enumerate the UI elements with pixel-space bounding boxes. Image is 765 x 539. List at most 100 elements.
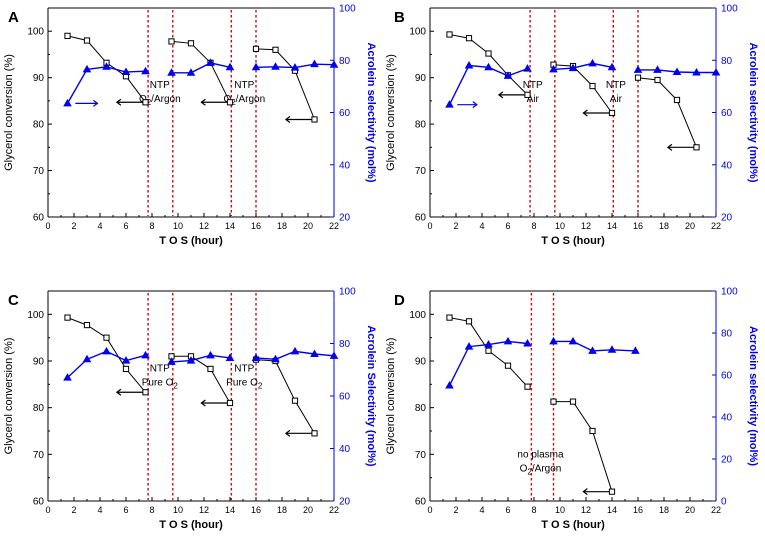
y-right-tick-label: 0 xyxy=(721,497,727,508)
y-tick-label: 70 xyxy=(415,450,427,461)
annotation-line1: NTP xyxy=(234,364,254,375)
data-point xyxy=(634,74,642,81)
y-tick-label: 60 xyxy=(415,213,427,224)
data-point xyxy=(465,318,473,325)
x-tick-label: 20 xyxy=(303,221,313,231)
y-tick-label: 60 xyxy=(415,497,427,508)
axis-pointer-arrowhead xyxy=(200,98,206,106)
series-line xyxy=(553,62,613,71)
x-axis-label: T O S (hour) xyxy=(159,235,223,247)
y-tick-label: 70 xyxy=(415,166,427,177)
data-point xyxy=(226,99,234,106)
x-tick-label: 22 xyxy=(329,505,339,515)
data-point xyxy=(589,82,596,90)
x-tick-label: 0 xyxy=(427,221,432,231)
data-point xyxy=(485,50,492,57)
axis-pointer-arrowhead xyxy=(115,388,122,396)
data-point xyxy=(503,71,513,79)
subscript-2: 2 xyxy=(147,98,152,107)
label-part: Pure xyxy=(142,378,166,389)
data-point xyxy=(464,342,474,350)
x-tick-label: 16 xyxy=(251,221,261,231)
x-tick-label: 8 xyxy=(149,505,154,515)
x-tick-label: 20 xyxy=(685,221,695,231)
y-tick-label: 80 xyxy=(33,120,45,131)
data-point xyxy=(82,354,92,363)
x-tick-label: 12 xyxy=(199,221,209,231)
y-right-axis-label: Acrolein selectivity (mol%) xyxy=(747,43,759,183)
oxygen-label: O xyxy=(250,378,258,389)
y-right-axis-label: Acrolein selectivity (mol%) xyxy=(365,43,377,183)
data-point xyxy=(64,314,71,321)
axis-pointer-arrowhead xyxy=(284,115,291,123)
data-point xyxy=(102,62,111,70)
y-right-tick-label: 20 xyxy=(339,213,351,224)
series-line xyxy=(553,401,613,492)
x-tick-label: 8 xyxy=(531,505,536,515)
data-point xyxy=(63,98,72,107)
panel-letter: C xyxy=(8,292,19,309)
data-point xyxy=(446,31,453,38)
subscript-2: 2 xyxy=(173,382,178,391)
series-line xyxy=(171,354,231,363)
data-point xyxy=(82,64,92,73)
data-point xyxy=(673,96,681,104)
axis-pointer-arrowhead xyxy=(93,99,99,107)
data-point xyxy=(206,350,215,359)
axis-pointer-arrowhead xyxy=(582,109,588,117)
series-glycerol-conversion xyxy=(446,314,616,495)
x-tick-label: 14 xyxy=(225,505,235,515)
y-axis-label: Glycerol conversion (%) xyxy=(385,338,397,455)
annotation-line1: NTP xyxy=(234,80,254,91)
data-point xyxy=(310,59,319,68)
data-point xyxy=(550,398,557,405)
series-line xyxy=(553,64,613,114)
axis-pointer-arrowhead xyxy=(472,101,478,109)
axis-pointer-arrowhead xyxy=(200,399,206,407)
y-right-axis-label: Acrolein Selectivity (mol%) xyxy=(365,325,377,467)
annotation-line2: Air xyxy=(610,94,623,105)
panel-letter: A xyxy=(8,9,19,26)
axis-pointer-arrowhead xyxy=(497,91,504,99)
axis-pointer-arrowhead xyxy=(582,488,588,496)
x-axis-label: T O S (hour) xyxy=(541,519,605,531)
x-tick-label: 18 xyxy=(277,505,287,515)
x-tick-label: 16 xyxy=(251,505,261,515)
data-point xyxy=(329,60,339,68)
data-point xyxy=(631,346,640,354)
data-point xyxy=(503,336,513,345)
y-right-tick-label: 100 xyxy=(721,4,738,15)
data-point xyxy=(141,350,150,359)
y-tick-label: 90 xyxy=(415,357,427,368)
series-acrolein-selectivity xyxy=(445,336,640,389)
y-right-tick-label: 80 xyxy=(339,339,351,350)
y-right-tick-label: 80 xyxy=(721,56,733,67)
data-point xyxy=(102,346,111,355)
x-axis-label: T O S (hour) xyxy=(159,519,223,531)
y-right-tick-label: 20 xyxy=(721,455,733,466)
label-part: /Argon xyxy=(532,464,561,475)
series-line xyxy=(255,48,315,120)
y-right-tick-label: 40 xyxy=(721,413,733,424)
data-point xyxy=(291,397,299,404)
x-tick-label: 16 xyxy=(633,505,643,515)
data-point xyxy=(225,62,235,71)
x-tick-label: 18 xyxy=(659,505,669,515)
series-line xyxy=(553,340,636,352)
data-point xyxy=(187,40,195,47)
data-point xyxy=(63,373,72,381)
x-tick-label: 4 xyxy=(479,505,484,515)
x-tick-label: 4 xyxy=(97,221,102,231)
data-point xyxy=(524,383,531,390)
data-point xyxy=(141,66,150,75)
data-point xyxy=(252,45,260,52)
y-right-tick-label: 20 xyxy=(721,213,733,224)
panel-letter: B xyxy=(394,9,405,26)
oxygen-label: O xyxy=(520,464,528,475)
data-point xyxy=(311,116,318,123)
data-point xyxy=(122,365,130,373)
y-right-tick-label: 100 xyxy=(721,287,738,298)
x-tick-label: 14 xyxy=(607,221,617,231)
y-right-tick-label: 40 xyxy=(339,444,351,455)
data-point xyxy=(121,356,131,364)
